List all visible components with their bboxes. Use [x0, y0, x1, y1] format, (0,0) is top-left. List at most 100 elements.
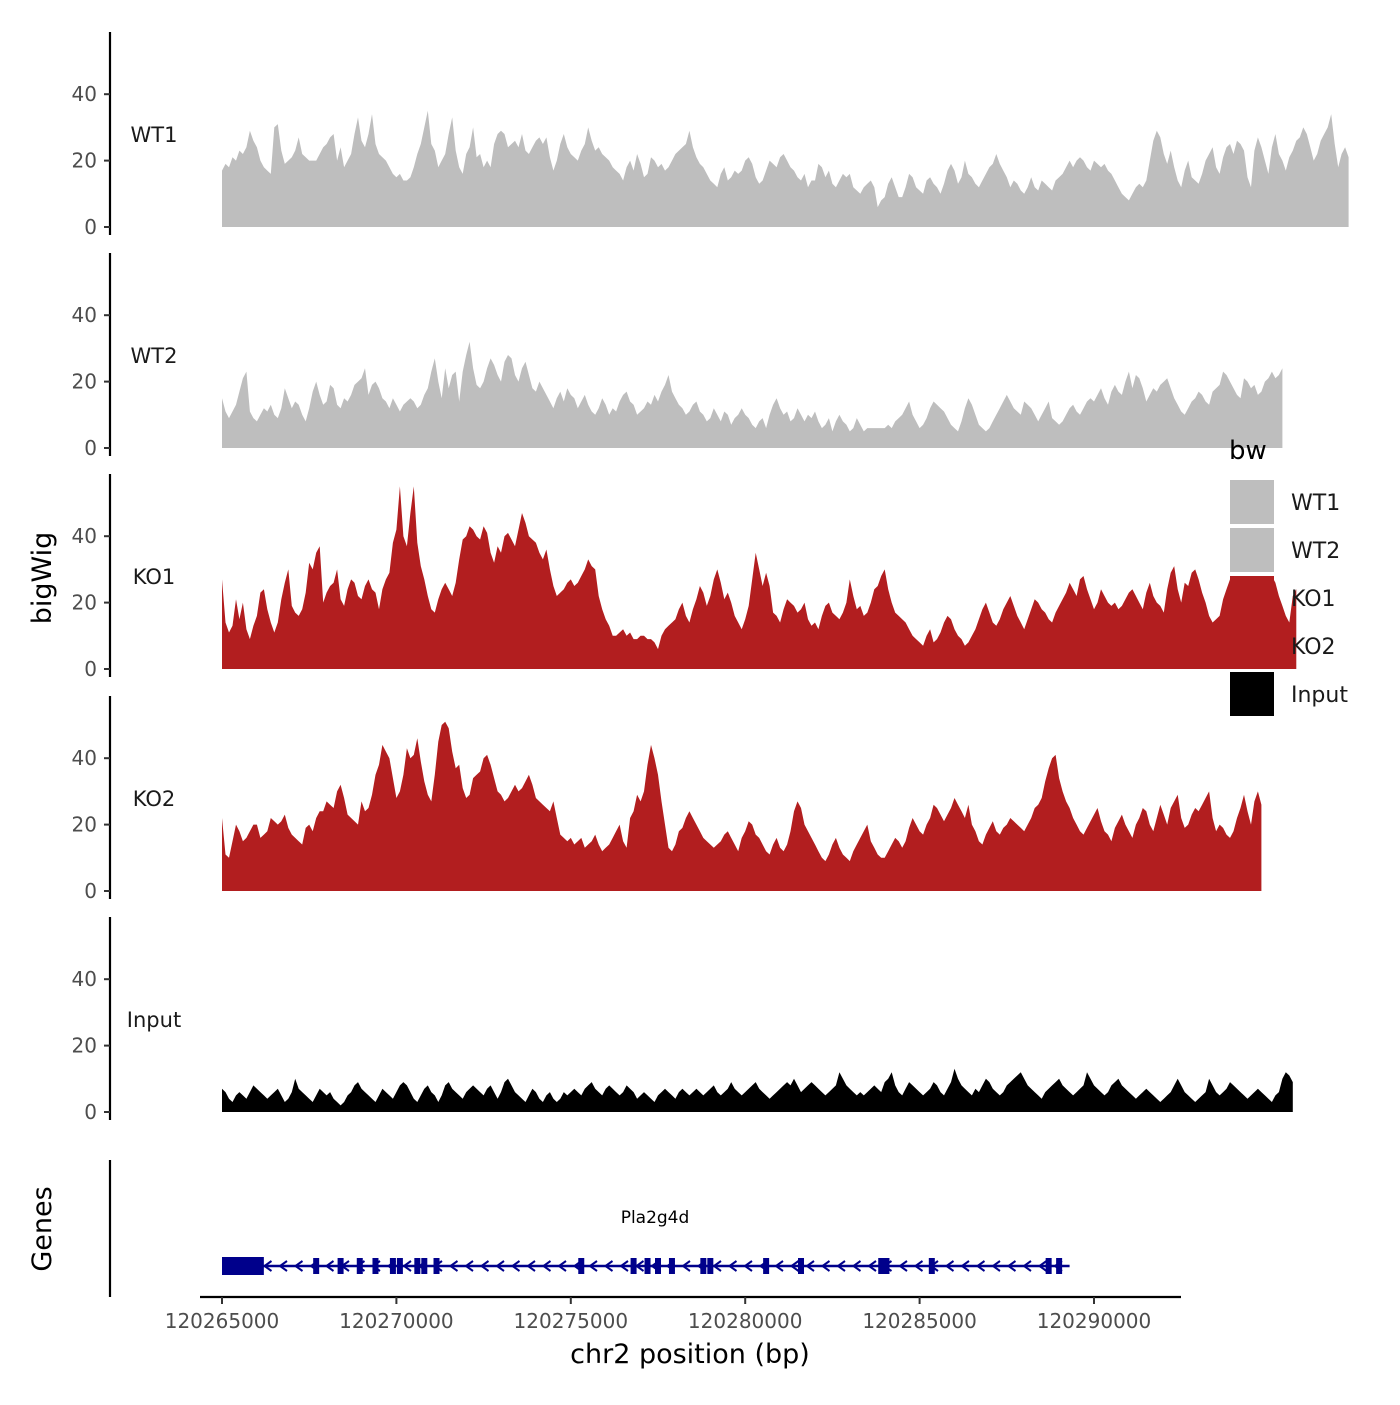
- strand-arrow: [836, 1260, 846, 1272]
- area-ko1: [222, 486, 1297, 669]
- gene-exon: [707, 1258, 714, 1274]
- x-axis-title: chr2 position (bp): [570, 1339, 810, 1370]
- track-wt1: 0 20 40 WT1: [72, 32, 1349, 239]
- gene-exon: [337, 1258, 344, 1274]
- strand-arrow: [402, 1260, 412, 1272]
- x-tick-label: 120290000: [1037, 1309, 1152, 1333]
- strand-arrow: [743, 1260, 753, 1272]
- y-tick-label: 0: [84, 215, 97, 239]
- strand-arrow: [805, 1260, 815, 1272]
- strand-arrow: [448, 1260, 459, 1272]
- gene-track: Pla2g4d: [108, 1160, 1070, 1297]
- strand-arrow: [898, 1260, 908, 1272]
- y-tick-label: 20: [72, 813, 97, 837]
- track-wt2: 0 20 40 WT2: [72, 253, 1283, 460]
- gene-exon: [1056, 1258, 1063, 1274]
- area-ko2: [222, 721, 1262, 891]
- legend-swatch-wt2: [1230, 528, 1274, 572]
- legend-swatch-input: [1230, 672, 1274, 716]
- gene-exon: [433, 1258, 440, 1274]
- y-tick-label: 40: [72, 524, 97, 548]
- legend-swatch-ko1: [1230, 576, 1274, 620]
- area-input: [222, 1068, 1293, 1112]
- x-tick-label: 120280000: [688, 1309, 803, 1333]
- x-tick-label: 120270000: [339, 1309, 454, 1333]
- gene-exon: [878, 1258, 885, 1274]
- y-tick-label: 40: [72, 967, 97, 991]
- track-ko2: 0 20 40 KO2: [72, 696, 1262, 903]
- track-label: KO2: [133, 787, 176, 811]
- strand-arrow: [975, 1260, 986, 1272]
- strand-arrow: [324, 1260, 335, 1272]
- strand-arrow: [913, 1260, 924, 1272]
- y-tick-label: 20: [72, 591, 97, 615]
- y-tick-label: 0: [84, 657, 97, 681]
- y-axis-title: bigWig: [27, 532, 58, 625]
- y-tick-label: 40: [72, 303, 97, 327]
- track-label: WT1: [131, 123, 178, 147]
- strand-arrow: [960, 1260, 970, 1272]
- legend-label-ko1: KO1: [1291, 587, 1336, 612]
- strand-arrow: [293, 1260, 304, 1272]
- y-tick-label: 20: [72, 370, 97, 394]
- strand-arrow: [712, 1260, 722, 1272]
- track-label: WT2: [131, 344, 178, 368]
- strand-arrow: [851, 1260, 862, 1272]
- legend-label-input: Input: [1291, 683, 1348, 708]
- strand-arrow: [991, 1260, 1001, 1272]
- area-wt2: [222, 341, 1283, 448]
- x-tick-label: 120275000: [514, 1309, 629, 1333]
- strand-arrow: [1037, 1260, 1048, 1272]
- strand-arrow: [774, 1260, 784, 1272]
- strand-arrow: [588, 1260, 598, 1272]
- strand-arrow: [681, 1260, 691, 1272]
- legend-label-ko2: KO2: [1291, 635, 1336, 660]
- strand-arrow: [479, 1260, 490, 1272]
- strand-arrow: [464, 1260, 474, 1272]
- strand-arrow: [727, 1260, 738, 1272]
- track-input: 0 20 40 Input: [72, 917, 1293, 1124]
- gene-utr-block: [222, 1257, 264, 1275]
- x-tick-label: 120285000: [862, 1309, 977, 1333]
- strand-arrow: [526, 1260, 536, 1272]
- gene-exon: [389, 1258, 396, 1274]
- track-label: KO1: [133, 565, 176, 589]
- gene-exon: [655, 1258, 661, 1274]
- y-tick-label: 20: [72, 1034, 97, 1058]
- x-axis: 120265000 120270000 120275000 120280000 1202…: [165, 1295, 1181, 1333]
- gene-exon: [763, 1258, 770, 1274]
- strand-arrow: [820, 1260, 831, 1272]
- gene-exon: [421, 1258, 428, 1274]
- area-wt1: [222, 110, 1349, 227]
- gene-exon: [1045, 1258, 1052, 1274]
- legend-swatch-ko2: [1230, 624, 1274, 668]
- track-ko1: 0 20 40 KO1: [72, 474, 1297, 681]
- gene-exon: [396, 1258, 403, 1274]
- legend-label-wt2: WT2: [1291, 539, 1340, 564]
- legend-label-wt1: WT1: [1291, 491, 1340, 516]
- y-tick-label: 0: [84, 1100, 97, 1124]
- strand-arrow: [867, 1260, 877, 1272]
- strand-arrow: [262, 1260, 273, 1272]
- gene-exon: [630, 1258, 637, 1274]
- track-label: Input: [127, 1008, 181, 1032]
- gene-exon: [372, 1258, 379, 1274]
- legend-title: bw: [1229, 436, 1267, 466]
- gene-exon: [313, 1258, 320, 1274]
- strand-arrow: [1006, 1260, 1017, 1272]
- strand-arrow: [278, 1260, 288, 1272]
- strand-arrow: [619, 1260, 629, 1272]
- strand-arrow: [541, 1260, 552, 1272]
- strand-arrow: [1022, 1260, 1032, 1272]
- legend-swatch-wt1: [1230, 480, 1274, 524]
- y-tick-label: 40: [72, 746, 97, 770]
- legend: bw WT1 WT2 KO1 KO2 Input: [1229, 436, 1348, 716]
- gene-exon: [883, 1258, 890, 1274]
- strand-arrow: [495, 1260, 505, 1272]
- gene-exon: [700, 1258, 707, 1274]
- strand-arrow: [603, 1260, 614, 1272]
- gene-exon: [798, 1258, 805, 1274]
- x-tick-label: 120265000: [165, 1309, 280, 1333]
